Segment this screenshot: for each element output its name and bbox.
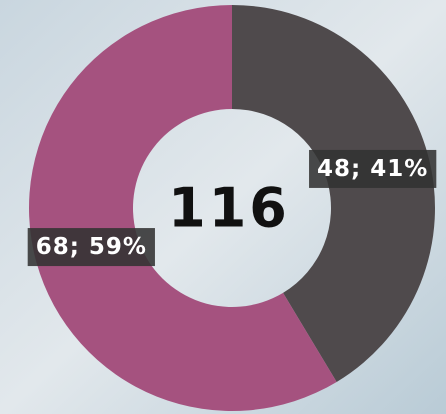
chart: 116 48; 41% 68; 59% xyxy=(0,0,446,414)
value-label: 68; 59% xyxy=(36,234,147,260)
center-total: 116 xyxy=(168,177,290,240)
value-label: 48; 41% xyxy=(317,156,428,182)
